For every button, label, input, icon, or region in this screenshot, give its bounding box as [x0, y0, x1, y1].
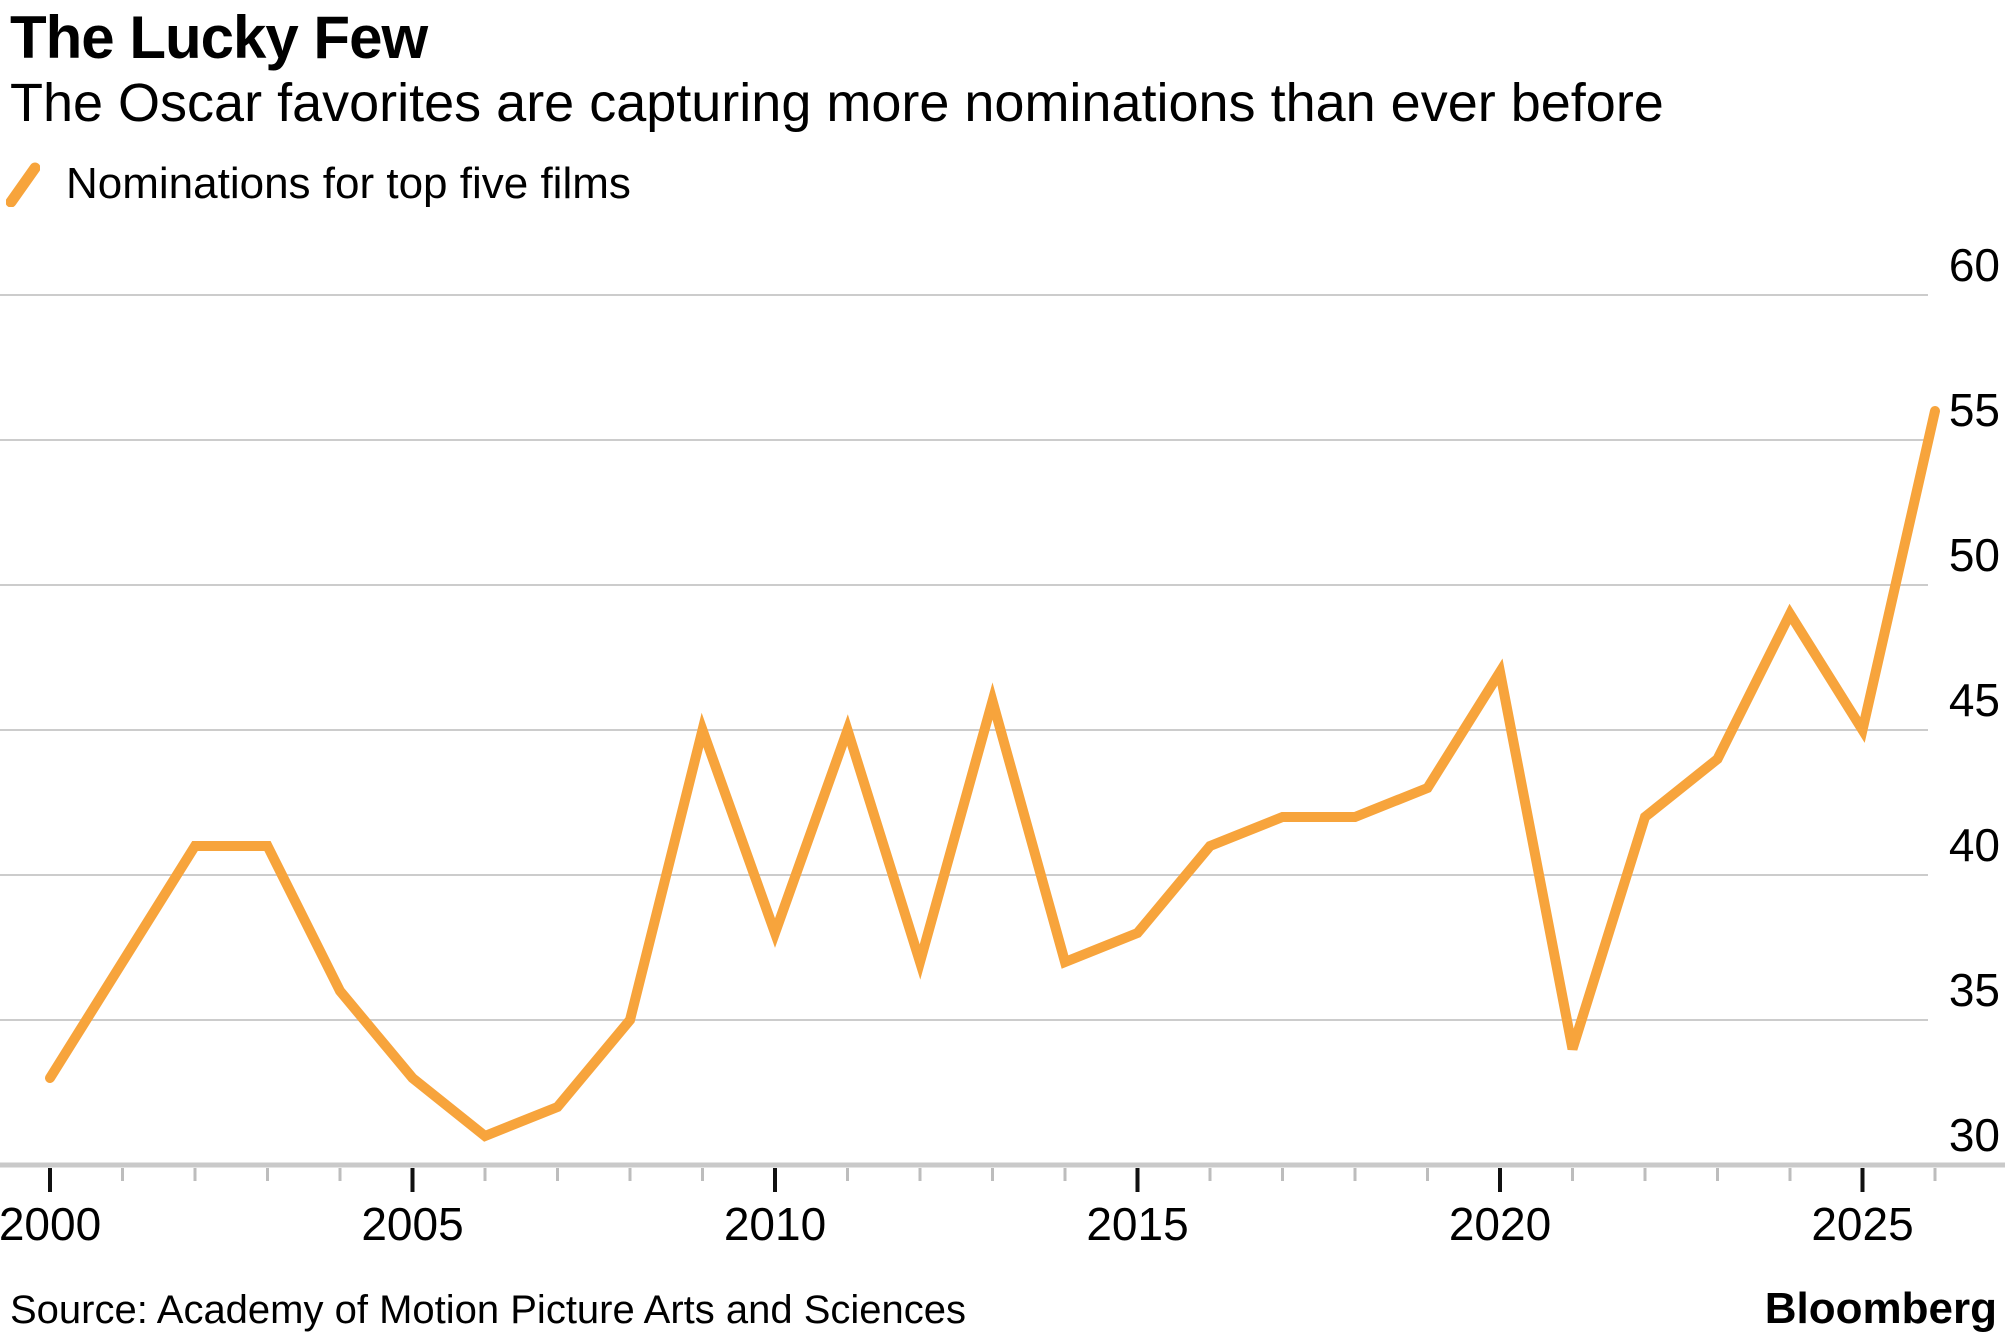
gridlines	[0, 294, 1928, 1021]
svg-text:40: 40	[1949, 819, 2000, 871]
x-axis-ticks	[48, 1168, 1937, 1192]
y-axis-labels: 30 35 40 45 50 55 60	[1949, 239, 2000, 1161]
x-axis-labels: 2000 2005 2010 2015 2020 2025	[0, 1198, 1914, 1250]
svg-text:60: 60	[1949, 239, 2000, 291]
source-note: Source: Academy of Motion Picture Arts a…	[10, 1288, 967, 1332]
svg-text:2000: 2000	[0, 1198, 101, 1250]
svg-text:50: 50	[1949, 529, 2000, 581]
svg-text:2025: 2025	[1811, 1198, 1913, 1250]
svg-text:30: 30	[1949, 1109, 2000, 1161]
svg-text:55: 55	[1949, 384, 2000, 436]
bloomberg-logo: Bloomberg	[1764, 1284, 1997, 1333]
svg-text:45: 45	[1949, 674, 2000, 726]
svg-text:2020: 2020	[1449, 1198, 1551, 1250]
legend-label: Nominations for top five films	[66, 159, 631, 208]
chart-subtitle: The Oscar favorites are capturing more n…	[10, 73, 1664, 133]
svg-text:35: 35	[1949, 964, 2000, 1016]
nominations-series-line	[45, 406, 1940, 1142]
svg-text:2005: 2005	[361, 1198, 463, 1250]
legend-line-swatch-icon	[6, 161, 40, 207]
svg-text:2015: 2015	[1086, 1198, 1188, 1250]
chart-title: The Lucky Few	[10, 4, 428, 71]
chart-legend: Nominations for top five films	[6, 159, 631, 208]
svg-text:2010: 2010	[724, 1198, 826, 1250]
